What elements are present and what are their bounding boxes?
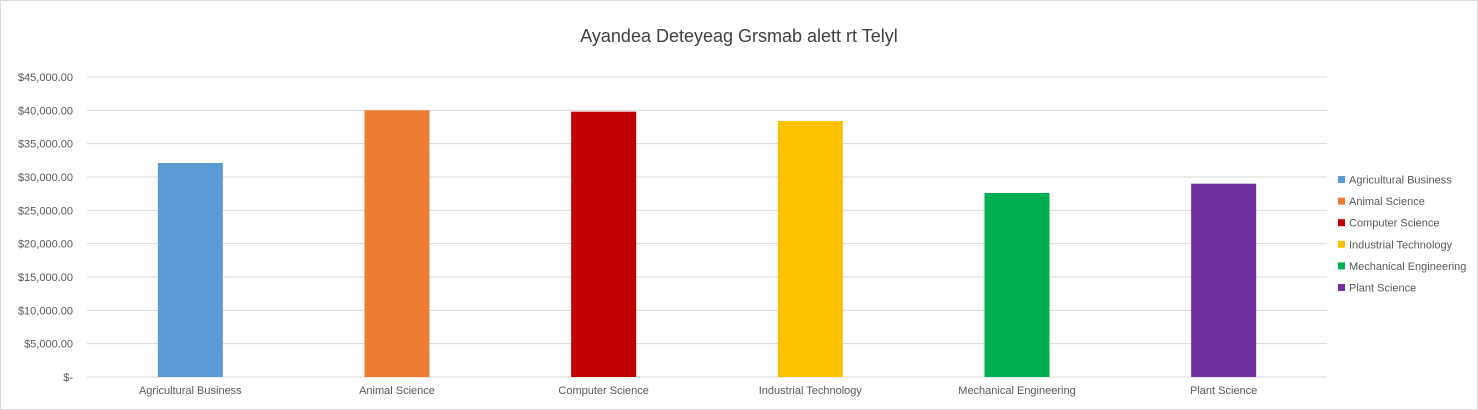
bars — [157, 110, 1257, 378]
bar — [777, 121, 843, 377]
legend-swatch — [1338, 176, 1345, 183]
x-tick-label: Animal Science — [359, 385, 435, 397]
y-tick-label: $20,000.00 — [18, 239, 73, 251]
y-tick-label: $- — [63, 372, 73, 384]
x-tick-label: Plant Science — [1190, 385, 1257, 397]
legend-swatch — [1338, 219, 1345, 227]
y-tick-label: $10,000.00 — [18, 305, 73, 317]
y-tick-label: $15,000.00 — [18, 272, 73, 284]
x-tick-label: Mechanical Engineering — [958, 385, 1075, 397]
x-tick-label: Computer Science — [558, 385, 649, 397]
legend-label: Plant Science — [1349, 283, 1416, 295]
y-tick-label: $5,000.00 — [24, 339, 73, 351]
legend-label: Agricultural Business — [1349, 175, 1452, 187]
bar — [157, 163, 223, 377]
x-tick-label: Industrial Technology — [759, 385, 863, 397]
legend-swatch — [1338, 262, 1345, 270]
bar — [364, 110, 430, 377]
legend-label: Computer Science — [1349, 218, 1440, 230]
bar — [1191, 183, 1257, 377]
legend-label: Animal Science — [1349, 196, 1425, 208]
y-tick-label: $30,000.00 — [18, 172, 73, 184]
x-axis-ticks: Agricultural Business Animal Science Compu… — [139, 385, 1257, 397]
legend-label: Mechanical Engineering — [1349, 261, 1466, 273]
bar — [984, 193, 1050, 377]
x-tick-label: Agricultural Business — [139, 385, 242, 397]
grid-lines — [87, 76, 1327, 378]
y-axis-ticks: $- $5,000.00 $10,000.00 $15,000.00 $20,000.0… — [18, 72, 73, 384]
legend-swatch — [1338, 240, 1345, 248]
y-tick-label: $25,000.00 — [18, 205, 73, 217]
y-tick-label: $35,000.00 — [18, 139, 73, 151]
y-tick-label: $40,000.00 — [18, 105, 73, 117]
legend-label: Industrial Technology — [1349, 239, 1453, 251]
bar — [571, 111, 637, 378]
y-tick-label: $45,000.00 — [18, 72, 73, 84]
legend-swatch — [1338, 284, 1345, 291]
chart-title: Ayandea Deteyeag Grsmab alett rt Telyl — [580, 26, 898, 46]
legend: Agricultural Business Animal Science Compu… — [1338, 175, 1466, 295]
legend-swatch — [1338, 197, 1345, 205]
